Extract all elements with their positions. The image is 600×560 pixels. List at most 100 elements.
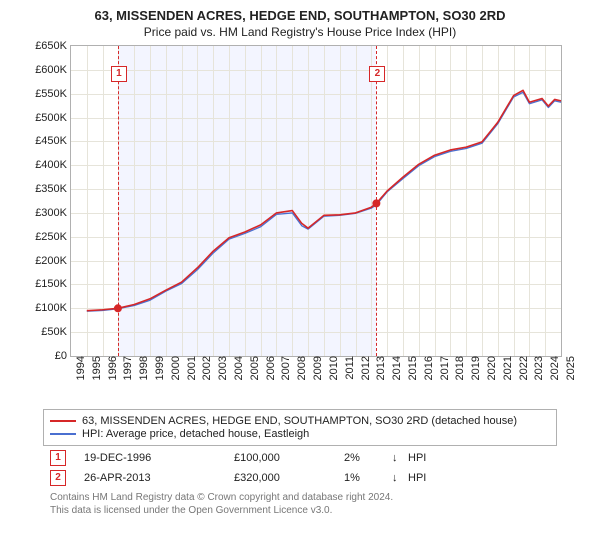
marker-line	[376, 46, 377, 356]
x-tick-label: 2015	[403, 356, 419, 380]
sale-date: 26-APR-2013	[84, 472, 234, 484]
x-tick-label: 2005	[245, 356, 261, 380]
sales-table: 119-DEC-1996£100,0002%↓HPI 226-APR-2013£3…	[0, 450, 600, 486]
grid-line	[71, 94, 561, 95]
x-tick-label: 2009	[308, 356, 324, 380]
sale-pct: 2%	[344, 452, 392, 464]
y-tick-label: £550K	[35, 88, 71, 100]
grid-line	[213, 46, 214, 356]
x-tick-label: 2023	[529, 356, 545, 380]
y-tick-label: £50K	[41, 326, 71, 338]
grid-line	[514, 46, 515, 356]
x-tick-label: 1999	[150, 356, 166, 380]
grid-line	[324, 46, 325, 356]
sale-row: 226-APR-2013£320,0001%↓HPI	[50, 470, 550, 486]
y-tick-label: £350K	[35, 183, 71, 195]
grid-line	[356, 46, 357, 356]
grid-line	[103, 46, 104, 356]
grid-line	[276, 46, 277, 356]
legend-swatch	[50, 420, 76, 422]
legend: 63, MISSENDEN ACRES, HEDGE END, SOUTHAMP…	[43, 409, 557, 446]
grid-line	[71, 213, 561, 214]
x-tick-label: 2008	[292, 356, 308, 380]
grid-line	[166, 46, 167, 356]
grid-line	[71, 189, 561, 190]
grid-line	[229, 46, 230, 356]
x-tick-label: 2007	[276, 356, 292, 380]
x-tick-label: 2016	[419, 356, 435, 380]
legend-swatch	[50, 433, 76, 435]
grid-line	[71, 118, 561, 119]
plot-area: £0£50K£100K£150K£200K£250K£300K£350K£400…	[70, 45, 562, 357]
x-tick-label: 2013	[371, 356, 387, 380]
x-tick-label: 1998	[134, 356, 150, 380]
y-tick-label: £650K	[35, 40, 71, 52]
y-tick-label: £450K	[35, 135, 71, 147]
shaded-region	[118, 46, 376, 356]
y-tick-label: £0	[55, 350, 71, 362]
x-tick-label: 2002	[197, 356, 213, 380]
grid-line	[71, 141, 561, 142]
x-tick-label: 2000	[166, 356, 182, 380]
x-tick-label: 2017	[435, 356, 451, 380]
sale-marker: 1	[50, 450, 66, 466]
grid-line	[419, 46, 420, 356]
grid-line	[292, 46, 293, 356]
x-tick-label: 2011	[340, 356, 356, 380]
x-tick-label: 2010	[324, 356, 340, 380]
y-tick-label: £250K	[35, 231, 71, 243]
x-tick-label: 2025	[561, 356, 577, 380]
arrow-down-icon: ↓	[392, 472, 408, 484]
x-tick-label: 2024	[545, 356, 561, 380]
x-tick-label: 2020	[482, 356, 498, 380]
grid-line	[261, 46, 262, 356]
y-tick-label: £600K	[35, 64, 71, 76]
grid-line	[71, 165, 561, 166]
footer-line: This data is licensed under the Open Gov…	[50, 505, 550, 518]
page-title: 63, MISSENDEN ACRES, HEDGE END, SOUTHAMP…	[0, 0, 600, 23]
sale-price: £100,000	[234, 452, 344, 464]
grid-line	[529, 46, 530, 356]
x-tick-label: 2003	[213, 356, 229, 380]
grid-line	[71, 70, 561, 71]
legend-label: HPI: Average price, detached house, East…	[82, 428, 309, 440]
grid-line	[340, 46, 341, 356]
x-tick-label: 2022	[514, 356, 530, 380]
marker-box: 2	[369, 66, 385, 82]
legend-item: HPI: Average price, detached house, East…	[50, 428, 550, 440]
y-tick-label: £500K	[35, 112, 71, 124]
x-tick-label: 2021	[498, 356, 514, 380]
grid-line	[387, 46, 388, 356]
grid-line	[498, 46, 499, 356]
sale-suffix: HPI	[408, 472, 426, 484]
x-tick-label: 2001	[182, 356, 198, 380]
marker-line	[118, 46, 119, 356]
x-tick-label: 1997	[118, 356, 134, 380]
grid-line	[71, 308, 561, 309]
x-tick-label: 2006	[261, 356, 277, 380]
chart: £0£50K£100K£150K£200K£250K£300K£350K£400…	[20, 45, 580, 403]
grid-line	[71, 332, 561, 333]
x-tick-label: 1995	[87, 356, 103, 380]
footer-line: Contains HM Land Registry data © Crown c…	[50, 492, 550, 505]
x-tick-label: 2012	[356, 356, 372, 380]
y-tick-label: £300K	[35, 207, 71, 219]
arrow-down-icon: ↓	[392, 452, 408, 464]
x-tick-label: 2019	[466, 356, 482, 380]
grid-line	[466, 46, 467, 356]
page-subtitle: Price paid vs. HM Land Registry's House …	[0, 23, 600, 45]
x-tick-label: 2014	[387, 356, 403, 380]
grid-line	[71, 261, 561, 262]
legend-label: 63, MISSENDEN ACRES, HEDGE END, SOUTHAMP…	[82, 415, 517, 427]
y-tick-label: £200K	[35, 255, 71, 267]
grid-line	[87, 46, 88, 356]
grid-line	[71, 284, 561, 285]
grid-line	[403, 46, 404, 356]
grid-line	[150, 46, 151, 356]
grid-line	[545, 46, 546, 356]
x-tick-label: 2004	[229, 356, 245, 380]
grid-line	[450, 46, 451, 356]
sale-row: 119-DEC-1996£100,0002%↓HPI	[50, 450, 550, 466]
grid-line	[182, 46, 183, 356]
grid-line	[197, 46, 198, 356]
